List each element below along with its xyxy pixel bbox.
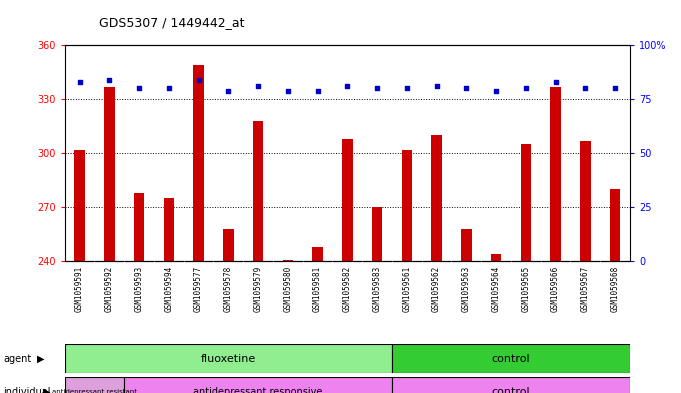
Point [520, 85, 531, 92]
Text: GSM1059567: GSM1059567 [581, 265, 590, 312]
Text: control: control [492, 387, 530, 393]
Bar [402, 150, 412, 261]
Text: GSM1059594: GSM1059594 [164, 265, 174, 312]
Text: GSM1059591: GSM1059591 [75, 265, 84, 312]
Text: ▶: ▶ [43, 387, 50, 393]
Text: GSM1059562: GSM1059562 [432, 265, 441, 312]
Bar [65, 344, 392, 373]
Point [193, 77, 204, 83]
Bar [253, 121, 264, 261]
Bar [461, 229, 471, 261]
Text: fluoxetine: fluoxetine [201, 354, 256, 364]
Point [104, 77, 115, 83]
Text: GSM1059582: GSM1059582 [343, 265, 352, 312]
Text: GSM1059592: GSM1059592 [105, 265, 114, 312]
Bar [342, 139, 353, 261]
Point [431, 83, 442, 90]
Text: GSM1059568: GSM1059568 [611, 265, 620, 312]
Bar [283, 259, 293, 261]
Point [253, 83, 264, 90]
Text: GSM1059579: GSM1059579 [253, 265, 263, 312]
Text: GSM1059593: GSM1059593 [135, 265, 144, 312]
Point [283, 87, 294, 94]
Text: GSM1059566: GSM1059566 [551, 265, 560, 312]
Text: GSM1059583: GSM1059583 [373, 265, 381, 312]
Bar [372, 207, 382, 261]
Text: GDS5307 / 1449442_at: GDS5307 / 1449442_at [99, 17, 244, 29]
Bar [104, 86, 114, 261]
Text: GSM1059581: GSM1059581 [313, 265, 322, 312]
Text: antidepressant resistant: antidepressant resistant [52, 389, 137, 393]
Text: GSM1059561: GSM1059561 [402, 265, 411, 312]
Point [490, 87, 501, 94]
Bar [491, 254, 501, 261]
Text: ▶: ▶ [37, 354, 45, 364]
Bar [610, 189, 620, 261]
Bar [223, 229, 234, 261]
Point [461, 85, 472, 92]
Bar [163, 198, 174, 261]
Bar [124, 377, 392, 393]
Point [74, 79, 85, 85]
Point [609, 85, 620, 92]
Text: agent: agent [3, 354, 31, 364]
Point [312, 87, 323, 94]
Point [163, 85, 174, 92]
Text: antidepressant responsive: antidepressant responsive [193, 387, 323, 393]
Bar [520, 144, 531, 261]
Bar [134, 193, 144, 261]
Bar [392, 344, 630, 373]
Text: GSM1059563: GSM1059563 [462, 265, 471, 312]
Bar [392, 377, 630, 393]
Bar [65, 377, 124, 393]
Text: individual: individual [3, 387, 51, 393]
Point [550, 79, 561, 85]
Bar [580, 141, 590, 261]
Text: GSM1059578: GSM1059578 [224, 265, 233, 312]
Point [342, 83, 353, 90]
Point [401, 85, 412, 92]
Point [133, 85, 144, 92]
Bar [431, 135, 442, 261]
Text: control: control [492, 354, 530, 364]
Bar [550, 86, 560, 261]
Bar [193, 65, 204, 261]
Point [223, 87, 234, 94]
Bar [74, 150, 84, 261]
Text: GSM1059580: GSM1059580 [283, 265, 292, 312]
Text: GSM1059577: GSM1059577 [194, 265, 203, 312]
Text: GSM1059564: GSM1059564 [492, 265, 501, 312]
Point [580, 85, 590, 92]
Text: GSM1059565: GSM1059565 [521, 265, 530, 312]
Point [372, 85, 383, 92]
Bar [313, 247, 323, 261]
